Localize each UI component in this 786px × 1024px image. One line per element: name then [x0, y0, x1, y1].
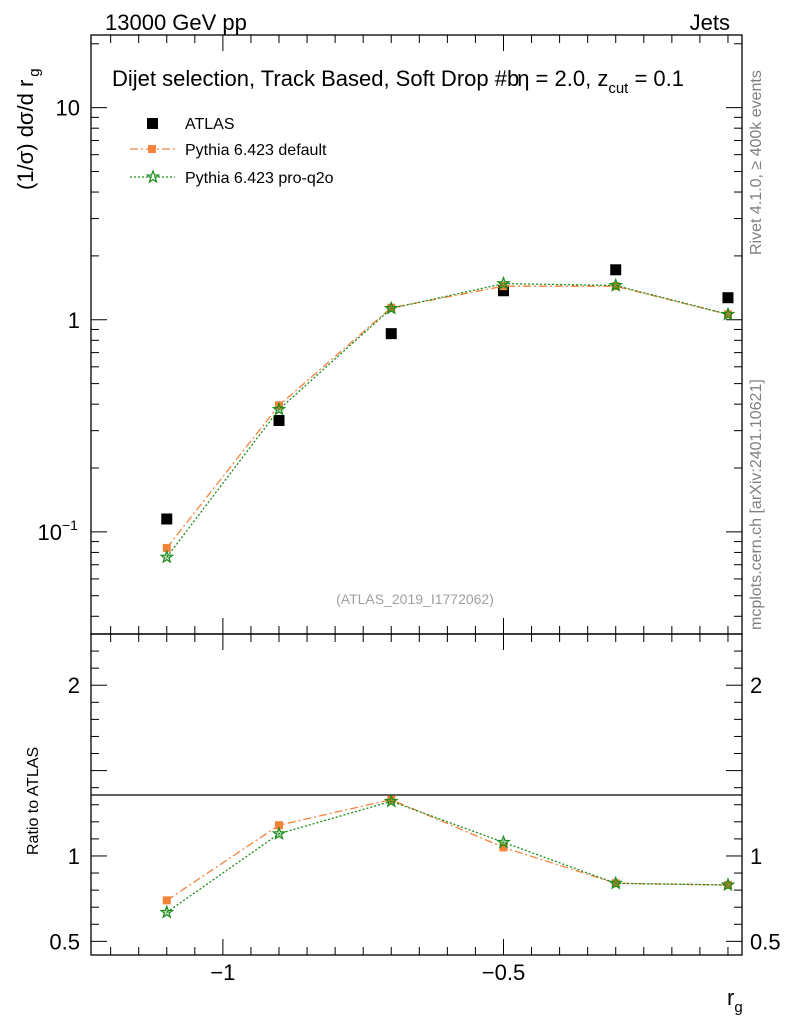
title-eta: η = 2.0, z — [517, 66, 608, 91]
energy-label: 13000 GeV pp — [105, 10, 247, 35]
ratio-point-pythia-6-423-default — [275, 821, 284, 830]
point-atlas — [161, 513, 173, 525]
ratio-y-tick-label-left: 0.5 — [49, 929, 80, 954]
x-axis-label-sub: g — [734, 999, 742, 1016]
point-atlas — [722, 292, 734, 304]
ratio-point-pythia-6-423-pro-q2o — [271, 826, 287, 840]
title-main: Dijet selection, Track Based, Soft Drop … — [112, 66, 519, 91]
plot-title: Dijet selection, Track Based, Soft Drop … — [112, 66, 684, 97]
point-pythia-6-423-pro-q2o — [496, 275, 511, 290]
x-axis-label: rg — [727, 985, 743, 1016]
point-atlas — [385, 328, 397, 340]
series-line-pythia-6-423-pro-q2o — [166, 282, 729, 558]
x-axis-label-main: r — [727, 985, 734, 1010]
x-tick-label: −1 — [210, 960, 235, 985]
point-pythia-6-423-default — [275, 401, 284, 410]
legend-proq2o-marker — [145, 169, 161, 184]
point-pythia-6-423-default — [611, 282, 620, 291]
ratio-y-tick-label-right: 0.5 — [750, 929, 781, 954]
point-pythia-6-423-default — [387, 303, 396, 312]
rivet-label: Rivet 4.1.0, ≥ 400k events — [748, 70, 765, 255]
ratio-point-pythia-6-423-default — [162, 896, 171, 905]
legend-atlas-label: ATLAS — [185, 116, 235, 133]
ratio-point-pythia-6-423-pro-q2o — [383, 793, 399, 808]
ratio-point-pythia-6-423-default — [499, 843, 508, 852]
series-line-pythia-6-423-default — [166, 285, 729, 549]
legend-default-label: Pythia 6.423 default — [185, 142, 327, 159]
point-atlas — [610, 264, 622, 276]
point-pythia-6-423-default — [723, 310, 732, 319]
title-subscript: cut — [608, 80, 629, 97]
data-marks — [159, 264, 736, 919]
point-pythia-6-423-pro-q2o — [608, 277, 624, 292]
ratio-point-pythia-6-423-pro-q2o — [159, 904, 175, 919]
point-atlas — [273, 414, 285, 426]
y-axis-label: (1/σ) dσ/d r g — [13, 68, 43, 190]
category-label: Jets — [690, 10, 730, 35]
y-tick-label-exponent: −1 — [62, 517, 78, 533]
y-tick-label: 10 — [38, 520, 62, 545]
title-end: = 0.1 — [628, 66, 684, 91]
point-pythia-6-423-pro-q2o — [720, 306, 736, 321]
legend-atlas-marker — [147, 118, 158, 129]
reference-label: (ATLAS_2019_I1772062) — [336, 591, 494, 607]
point-pythia-6-423-pro-q2o — [159, 549, 175, 564]
ratio-y-tick-label-right: 1 — [750, 844, 762, 869]
point-pythia-6-423-pro-q2o — [383, 300, 399, 315]
ratio-y-tick-label-left: 2 — [68, 673, 80, 698]
ratio-point-pythia-6-423-pro-q2o — [608, 875, 623, 890]
legend: ATLAS Pythia 6.423 default Pythia 6.423 … — [130, 116, 334, 187]
ratio-y-tick-label-left: 1 — [68, 844, 80, 869]
ratio-y-axis-label: Ratio to ATLAS — [25, 747, 42, 855]
x-tick-label: −0.5 — [482, 960, 525, 985]
mcplots-label: mcplots.cern.ch [arXiv:2401.10621] — [748, 379, 765, 630]
y-axis-label-main: (1/σ) dσ/d r — [13, 80, 38, 190]
point-pythia-6-423-default — [162, 543, 171, 552]
ratio-point-pythia-6-423-pro-q2o — [720, 877, 736, 892]
y-tick-label: 1 — [68, 308, 80, 333]
ratio-point-pythia-6-423-default — [387, 795, 396, 804]
legend-default-marker — [148, 145, 156, 153]
ratio-y-tick-label-right: 2 — [750, 673, 762, 698]
y-tick-label: 10 — [56, 96, 80, 121]
point-pythia-6-423-pro-q2o — [271, 401, 287, 416]
ratio-point-pythia-6-423-pro-q2o — [496, 834, 511, 849]
ratio-line-pythia-6-423-default — [166, 798, 729, 901]
legend-proq2o-label: Pythia 6.423 pro-q2o — [185, 170, 334, 187]
point-atlas — [497, 285, 509, 297]
ratio-line-pythia-6-423-pro-q2o — [166, 800, 729, 913]
y-axis-label-sub: g — [26, 68, 43, 76]
